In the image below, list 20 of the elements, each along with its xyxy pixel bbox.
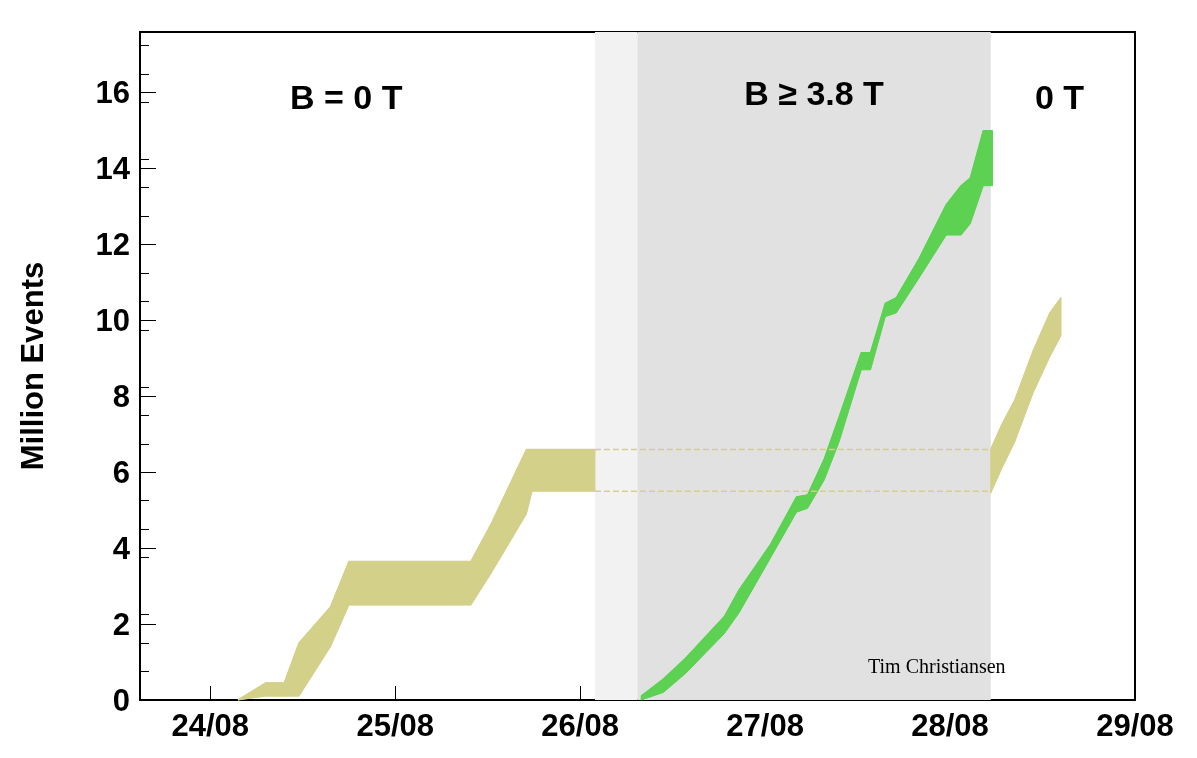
y-tick-label: 0: [112, 682, 130, 718]
x-tick-label: 25/08: [356, 708, 434, 743]
x-tick-label: 26/08: [541, 708, 619, 743]
y-tick-label: 4: [112, 530, 131, 566]
y-tick-label: 8: [112, 378, 130, 414]
y-tick-label: 12: [95, 227, 130, 263]
x-tick-label: 27/08: [726, 708, 804, 743]
x-tick-label: 24/08: [171, 708, 250, 743]
band-label: B ≥ 3.8 T: [744, 74, 885, 112]
y-axis-title: Million Events: [15, 261, 50, 471]
annotation: 0 T: [1035, 78, 1085, 116]
x-tick-label: 28/08: [911, 708, 989, 743]
x-tick-label: 29/08: [1096, 708, 1174, 743]
annotation: Tim Christiansen: [868, 655, 1006, 677]
y-tick-label: 2: [112, 606, 130, 642]
y-tick-label: 6: [112, 454, 130, 490]
y-tick-label: 16: [95, 75, 130, 111]
y-tick-label: 14: [95, 151, 131, 187]
annotation: B = 0 T: [290, 78, 403, 116]
y-tick-label: 10: [95, 302, 130, 338]
